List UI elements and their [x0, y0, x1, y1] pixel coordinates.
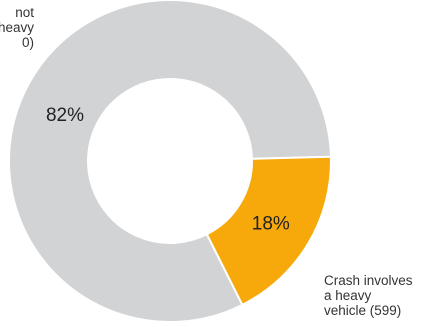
slice-label-line: vehicle (599) [324, 303, 402, 318]
slice-label-line: a heavy [324, 288, 372, 303]
donut-slice-1 [205, 155, 332, 307]
slice-label-line: Crash involves [324, 273, 413, 288]
donut-slices [8, 0, 332, 323]
slice-label-heavy-vehicle: Crash involves a heavy vehicle (599) [324, 273, 413, 318]
percent-label-1: 18% [252, 213, 290, 234]
donut-slice-0 [8, 0, 332, 323]
slice-label-line: 0) [21, 35, 34, 50]
percent-label-0: 82% [46, 105, 84, 126]
slice-label-line: not [15, 5, 34, 20]
slice-label-not-heavy-vehicle: not heavy 0) [0, 5, 34, 50]
slice-label-line: heavy [0, 20, 34, 35]
percent-labels: 82% 18% [46, 105, 290, 234]
